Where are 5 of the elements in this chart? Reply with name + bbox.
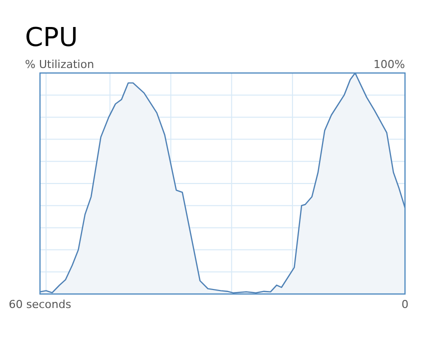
x-tick-label: 60 seconds — [8, 298, 72, 311]
x-tick-label: 0 — [402, 298, 408, 311]
text: 100% — [374, 58, 405, 71]
chart-title: CPU — [25, 23, 78, 53]
y-axis-title: % Utilization — [25, 58, 94, 71]
